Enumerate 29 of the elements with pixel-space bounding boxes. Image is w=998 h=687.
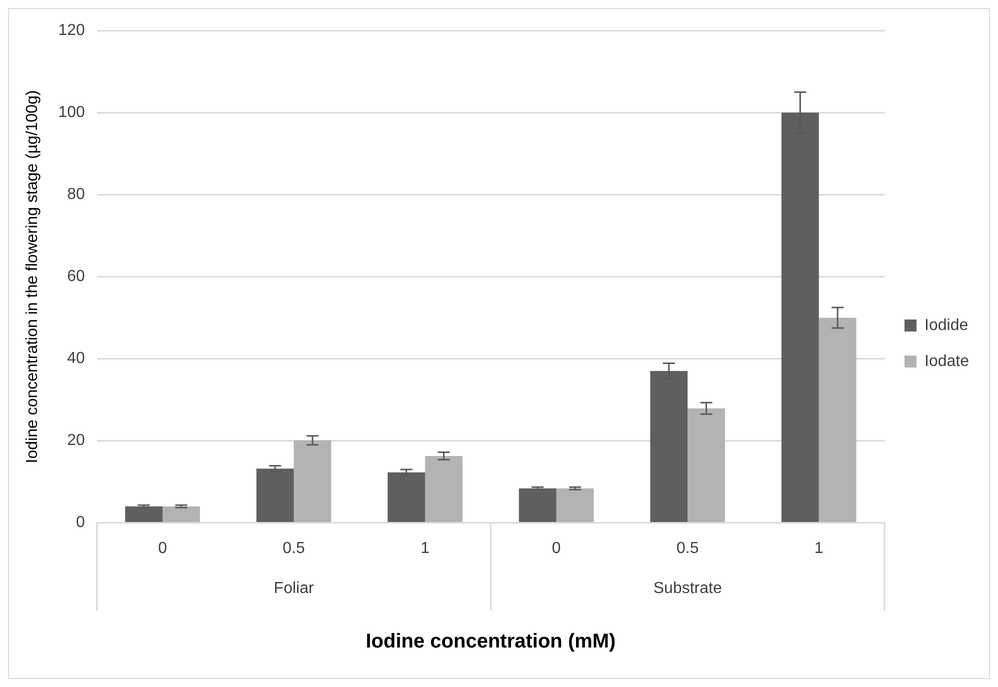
x-tick-label: 0 <box>552 540 561 557</box>
bar <box>388 472 426 522</box>
text: Foliar <box>274 580 314 598</box>
bar <box>294 440 332 522</box>
text: Substrate <box>653 580 722 598</box>
y-tick-label: 80 <box>67 186 85 204</box>
y-tick-label: 0 <box>76 514 85 532</box>
bar <box>425 456 462 522</box>
x-axis-title: Iodine concentration (mM) <box>366 630 616 653</box>
x-tick-label: 0 <box>158 540 168 557</box>
y-tick-label: 40 <box>67 350 85 368</box>
bar <box>688 408 726 522</box>
y-tick-label: 60 <box>67 268 85 286</box>
bar <box>162 506 200 522</box>
x-tick-label: 0.5 <box>282 540 306 557</box>
bar <box>125 506 163 522</box>
legend-label: Iodide <box>924 316 968 334</box>
bar <box>256 468 294 522</box>
x-tick-label: 1 <box>814 540 824 557</box>
x-tick-label: 0.5 <box>676 540 699 557</box>
y-tick-label: 100 <box>58 104 85 122</box>
y-axis-title: Iodine concentration in the flowering stage (µg/100g) <box>24 90 42 464</box>
x-tick-label: 1 <box>420 540 430 557</box>
y-tick-label: 120 <box>58 22 85 40</box>
bar <box>556 488 594 522</box>
legend-label: Iodate <box>924 352 970 370</box>
y-tick-label: 20 <box>67 432 85 450</box>
bar <box>818 318 856 522</box>
bar <box>518 488 556 522</box>
